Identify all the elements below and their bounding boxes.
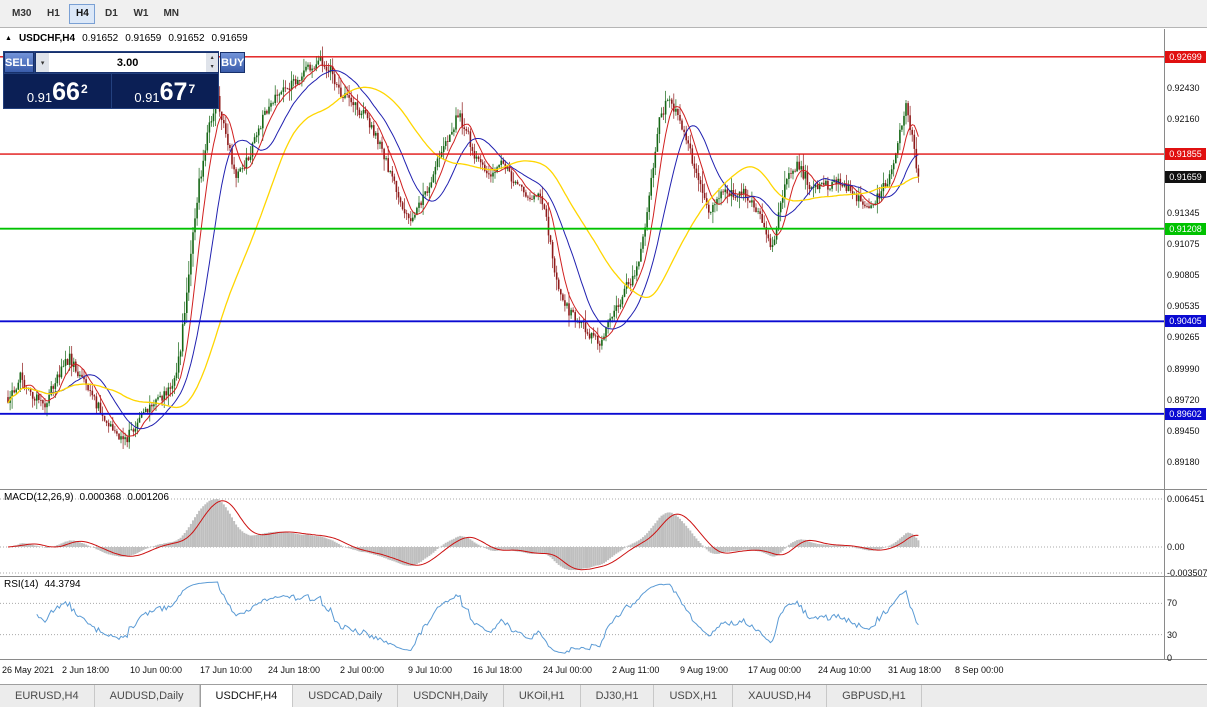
time-axis-label: 9 Jul 10:00 — [408, 665, 453, 675]
time-axis-label: 17 Jun 10:00 — [200, 665, 253, 675]
macd-header: MACD(12,26,9) 0.000368 0.001206 — [4, 492, 169, 503]
volume-up-icon[interactable]: ▴ — [206, 53, 219, 63]
volume-input[interactable] — [49, 53, 207, 72]
sell-price-prefix: 0.91 — [26, 90, 53, 105]
price-axis-border — [1164, 29, 1165, 660]
ohlc-low: 0.91652 — [168, 33, 205, 44]
panel-separator — [0, 659, 1207, 660]
sell-button[interactable]: SELL — [4, 52, 35, 73]
time-axis[interactable]: 26 May 2021 2 Jun 18:00 10 Jun 00:00 17 Jun… — [0, 660, 1207, 684]
chart-tab-usdcnh-daily[interactable]: USDCNH,Daily — [398, 685, 504, 707]
time-axis-label: 17 Aug 00:00 — [748, 665, 802, 675]
chart-tab-xauusd-h4[interactable]: XAUUSD,H4 — [733, 685, 828, 707]
ohlc-open: 0.91652 — [82, 33, 119, 44]
volume-spinner: ▴ ▾ — [206, 53, 219, 72]
timeframe-button-mn[interactable]: MN — [157, 3, 186, 24]
time-axis-label: 31 Aug 18:00 — [888, 665, 942, 675]
buy-button[interactable]: BUY — [220, 52, 246, 73]
volume-dropdown-icon[interactable]: ▾ — [36, 53, 50, 72]
buy-price-pip: 7 — [188, 82, 196, 96]
chart-tabs-bar: EURUSD,H4 AUDUSD,Daily USDCHF,H4 USDCAD,Dai… — [0, 684, 1207, 707]
time-axis-label: 2 Jun 18:00 — [62, 665, 110, 675]
time-axis-label: 2 Jul 00:00 — [340, 665, 385, 675]
ohlc-high: 0.91659 — [125, 33, 162, 44]
rsi-header: RSI(14) 44.3794 — [4, 579, 81, 590]
price-chart-canvas[interactable] — [0, 29, 1207, 489]
chart-tab-gbpusd-h1[interactable]: GBPUSD,H1 — [827, 685, 922, 707]
panel-separator[interactable] — [0, 576, 1207, 577]
macd-label: MACD(12,26,9) — [4, 492, 74, 503]
timeframe-toolbar: M30 H1 H4 D1 W1 MN — [0, 0, 1207, 28]
time-axis-label: 16 Jul 18:00 — [473, 665, 523, 675]
rsi-label: RSI(14) — [4, 579, 39, 590]
chart-tab-eurusd-h4[interactable]: EURUSD,H4 — [0, 685, 95, 707]
macd-value: 0.000368 — [79, 492, 122, 503]
time-axis-label: 9 Aug 19:00 — [680, 665, 729, 675]
chart-tab-usdchf-h4[interactable]: USDCHF,H4 — [199, 685, 294, 707]
chart-tab-dj30-h1[interactable]: DJ30,H1 — [581, 685, 655, 707]
time-axis-label: 24 Aug 10:00 — [818, 665, 872, 675]
macd-signal-value: 0.001206 — [127, 492, 169, 503]
time-axis-label: 24 Jul 00:00 — [543, 665, 593, 675]
macd-indicator-panel[interactable] — [0, 490, 1207, 576]
panel-separator[interactable] — [0, 489, 1207, 490]
sell-price-big: 66 — [52, 78, 80, 106]
timeframe-button-h1[interactable]: H1 — [40, 3, 67, 24]
timeframe-button-m30[interactable]: M30 — [6, 3, 38, 24]
chart-ohlc-header: ▲ USDCHF,H4 0.91652 0.91659 0.91652 0.91… — [5, 33, 248, 44]
chart-tab-ukoil-h1[interactable]: UKOil,H1 — [504, 685, 581, 707]
time-axis-label: 24 Jun 18:00 — [268, 665, 321, 675]
sell-price-display[interactable]: 0.91 66 2 — [4, 74, 111, 108]
volume-control: ▾ ▴ ▾ — [35, 52, 220, 73]
chart-tab-audusd-daily[interactable]: AUDUSD,Daily — [95, 685, 200, 707]
buy-price-prefix: 0.91 — [134, 90, 160, 105]
timeframe-button-w1[interactable]: W1 — [127, 3, 155, 24]
buy-price-big: 67 — [159, 78, 188, 106]
chart-symbol-period: USDCHF,H4 — [18, 33, 76, 44]
chart-expand-icon[interactable]: ▲ — [5, 35, 12, 42]
time-axis-label: 8 Sep 00:00 — [955, 665, 1004, 675]
buy-price-display[interactable]: 0.91 67 7 — [111, 74, 218, 108]
time-axis-label: 2 Aug 11:00 — [612, 665, 660, 675]
timeframe-button-d1[interactable]: D1 — [98, 3, 125, 24]
time-axis-label: 26 May 2021 — [2, 665, 55, 675]
time-axis-label: 10 Jun 00:00 — [130, 665, 183, 675]
ohlc-close: 0.91659 — [211, 33, 248, 44]
chart-tab-usdx-h1[interactable]: USDX,H1 — [654, 685, 734, 707]
rsi-indicator-panel[interactable] — [0, 577, 1207, 659]
timeframe-button-h4[interactable]: H4 — [69, 3, 96, 24]
rsi-value: 44.3794 — [44, 579, 81, 590]
volume-down-icon[interactable]: ▾ — [206, 62, 219, 72]
sell-price-pip: 2 — [80, 82, 88, 96]
chart-tab-usdcad-daily[interactable]: USDCAD,Daily — [293, 685, 399, 707]
